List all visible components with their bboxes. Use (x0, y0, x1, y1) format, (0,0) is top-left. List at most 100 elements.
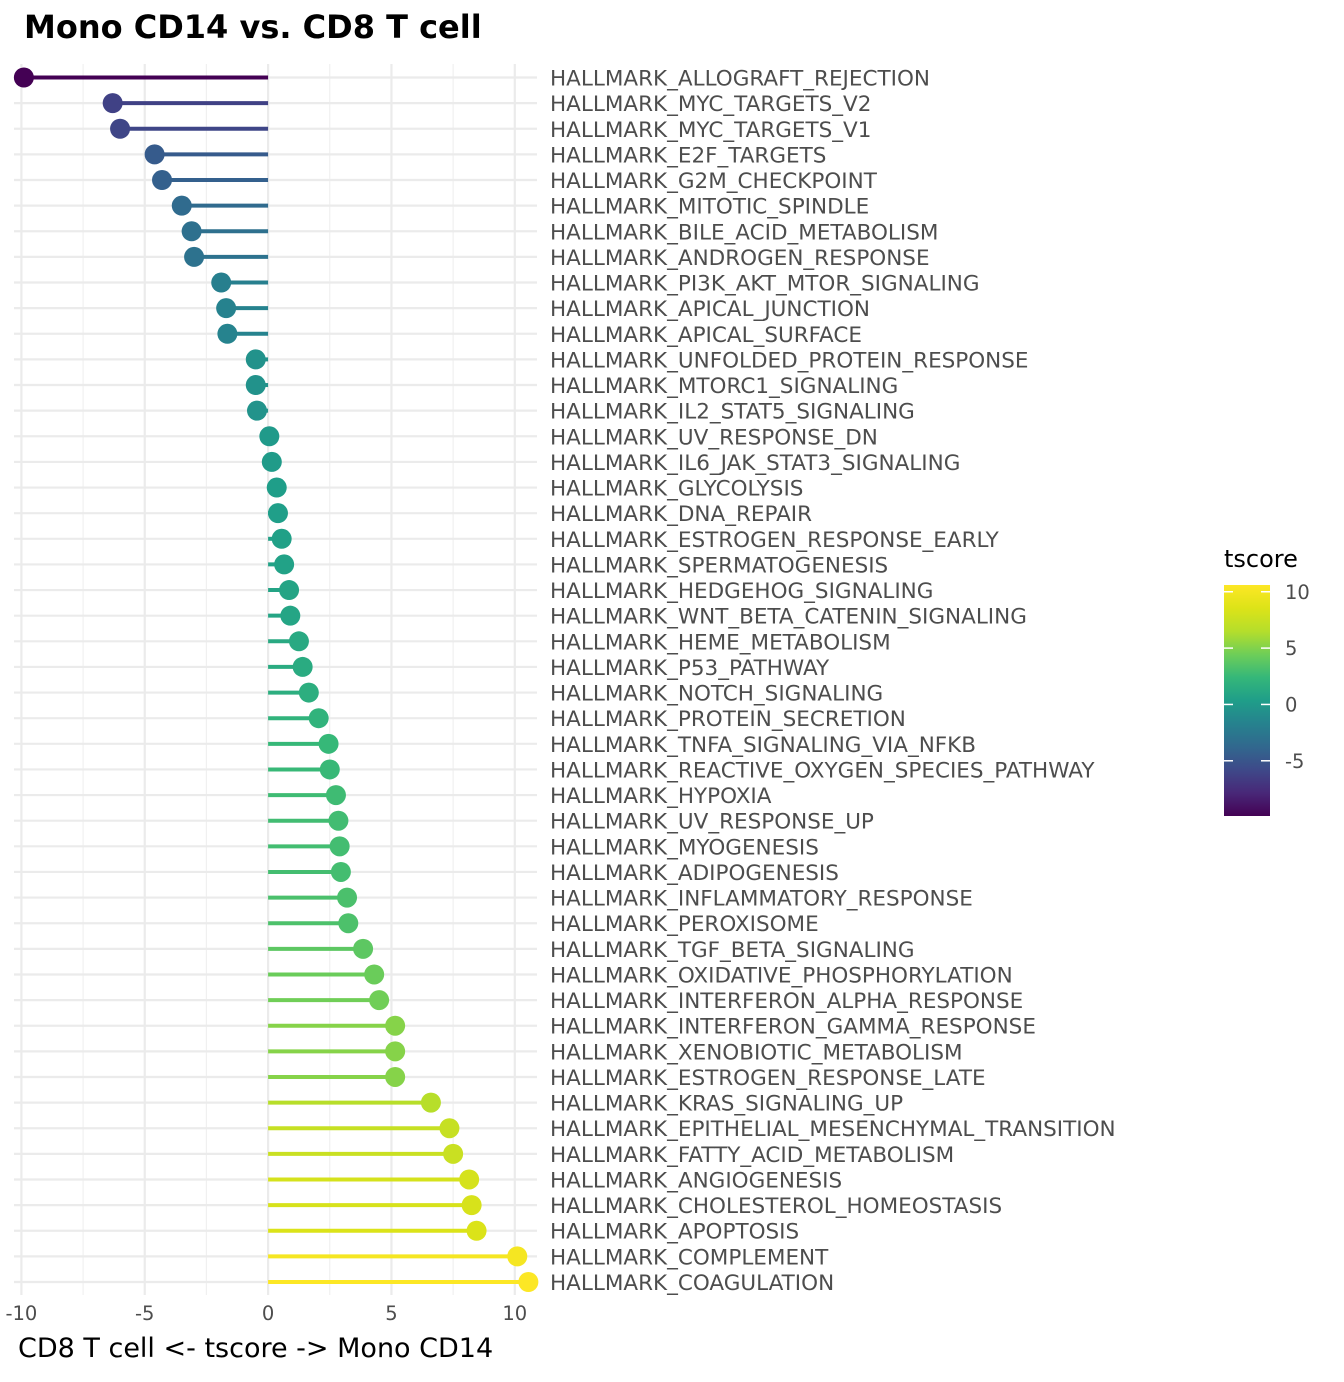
y-tick-label: HALLMARK_CHOLESTEROL_HOMEOSTASIS (550, 1194, 1002, 1219)
lollipop-points (13, 67, 539, 1292)
y-tick-label: HALLMARK_TNFA_SIGNALING_VIA_NFKB (550, 733, 976, 758)
legend-colorbar (1224, 585, 1270, 816)
lollipop-point (308, 708, 329, 729)
lollipop-point (298, 682, 319, 703)
lollipop-point (217, 323, 238, 344)
lollipop-point (259, 426, 280, 447)
lollipop-point (466, 1220, 487, 1241)
y-tick-label: HALLMARK_E2F_TARGETS (550, 143, 826, 168)
lollipop-point (518, 1272, 539, 1292)
lollipop-point (171, 195, 192, 216)
lollipop-point (420, 1092, 441, 1113)
y-tick-labels: HALLMARK_ALLOGRAFT_REJECTIONHALLMARK_MYC… (550, 67, 1116, 1297)
x-tick-label: -5 (135, 1302, 154, 1325)
lollipop-point (144, 144, 165, 165)
legend-tick-label: 0 (1285, 693, 1297, 716)
y-tick-label: HALLMARK_OXIDATIVE_PHOSPHORYLATION (550, 963, 1013, 988)
color-legend: tscore 10 5 0 -5 (1224, 545, 1310, 816)
lollipop-point (507, 1246, 528, 1267)
lollipop-point (385, 1015, 406, 1036)
x-tick-label: 10 (502, 1302, 527, 1325)
lollipop-point (439, 1118, 460, 1139)
lollipop-point (246, 400, 267, 421)
legend-tick-label: 10 (1285, 581, 1310, 604)
y-tick-label: HALLMARK_UV_RESPONSE_UP (550, 810, 874, 835)
lollipop-point (288, 631, 309, 652)
lollipop-point (279, 580, 300, 601)
lollipop-point (271, 528, 292, 549)
y-tick-label: HALLMARK_UV_RESPONSE_DN (550, 425, 878, 450)
y-tick-label: HALLMARK_HEME_METABOLISM (550, 630, 891, 655)
y-tick-label: HALLMARK_NOTCH_SIGNALING (550, 682, 883, 707)
y-tick-label: HALLMARK_UNFOLDED_PROTEIN_RESPONSE (550, 348, 1029, 373)
y-tick-label: HALLMARK_INTERFERON_GAMMA_RESPONSE (550, 1015, 1036, 1040)
y-tick-label: HALLMARK_PI3K_AKT_MTOR_SIGNALING (550, 272, 980, 297)
lollipop-point (338, 913, 359, 934)
lollipop-point (325, 785, 346, 806)
lollipop-point (292, 656, 313, 677)
y-tick-label: HALLMARK_INFLAMMATORY_RESPONSE (550, 887, 973, 912)
lollipop-point (461, 1195, 482, 1216)
y-tick-label: HALLMARK_ANDROGEN_RESPONSE (550, 246, 930, 271)
legend-tick-label: 5 (1285, 637, 1297, 660)
y-tick-label: HALLMARK_BILE_ACID_METABOLISM (550, 220, 938, 245)
lollipop-point (266, 477, 287, 498)
grid-lines (14, 64, 537, 1295)
lollipop-point (152, 170, 173, 191)
y-tick-label: HALLMARK_HEDGEHOG_SIGNALING (550, 579, 933, 604)
lollipop-point (385, 1041, 406, 1062)
lollipop-point (385, 1066, 406, 1087)
lollipop-point (261, 451, 282, 472)
lollipop-point (102, 93, 123, 114)
y-tick-label: HALLMARK_TGF_BETA_SIGNALING (550, 938, 915, 963)
y-tick-label: HALLMARK_MYC_TARGETS_V1 (550, 118, 871, 143)
lollipop-point (353, 938, 374, 959)
y-tick-label: HALLMARK_REACTIVE_OXYGEN_SPECIES_PATHWAY (550, 758, 1095, 783)
y-tick-label: HALLMARK_APICAL_JUNCTION (550, 297, 870, 322)
y-tick-label: HALLMARK_MYC_TARGETS_V2 (550, 92, 871, 117)
y-tick-label: HALLMARK_ADIPOGENESIS (550, 861, 839, 886)
lollipop-point (274, 554, 295, 575)
y-tick-label: HALLMARK_COAGULATION (550, 1271, 834, 1296)
y-tick-label: HALLMARK_SPERMATOGENESIS (550, 553, 888, 578)
lollipop-point (319, 759, 340, 780)
y-tick-label: HALLMARK_MITOTIC_SPINDLE (550, 195, 869, 220)
x-tick-label: -10 (5, 1302, 37, 1325)
y-tick-label: HALLMARK_MYOGENESIS (550, 835, 819, 860)
y-tick-label: HALLMARK_HYPOXIA (550, 784, 772, 809)
y-tick-label: HALLMARK_COMPLEMENT (550, 1245, 829, 1270)
lollipop-point (330, 861, 351, 882)
x-tick-labels: -10 -5 0 5 10 (5, 1302, 527, 1325)
y-tick-label: HALLMARK_PEROXISOME (550, 912, 819, 937)
y-tick-label: HALLMARK_IL2_STAT5_SIGNALING (550, 400, 915, 425)
lollipop-point (329, 836, 350, 857)
x-tick-label: 0 (262, 1302, 274, 1325)
lollipop-point (211, 272, 232, 293)
y-tick-label: HALLMARK_XENOBIOTIC_METABOLISM (550, 1040, 963, 1065)
y-tick-label: HALLMARK_GLYCOLYSIS (550, 477, 803, 502)
y-tick-label: HALLMARK_KRAS_SIGNALING_UP (550, 1092, 903, 1117)
lollipop-point (443, 1143, 464, 1164)
lollipop-point (181, 221, 202, 242)
y-tick-label: HALLMARK_ANGIOGENESIS (550, 1168, 842, 1193)
y-tick-label: HALLMARK_EPITHELIAL_MESENCHYMAL_TRANSITI… (550, 1117, 1116, 1142)
lollipop-point (110, 118, 131, 139)
y-tick-label: HALLMARK_IL6_JAK_STAT3_SIGNALING (550, 451, 960, 476)
lollipop-point (184, 246, 205, 267)
y-tick-label: HALLMARK_APOPTOSIS (550, 1220, 799, 1245)
lollipop-point (369, 990, 390, 1011)
y-tick-label: HALLMARK_G2M_CHECKPOINT (550, 169, 878, 194)
y-tick-label: HALLMARK_MTORC1_SIGNALING (550, 374, 898, 399)
legend-title: tscore (1224, 545, 1298, 573)
lollipop-point (280, 605, 301, 626)
lollipop-point (318, 733, 339, 754)
y-tick-label: HALLMARK_APICAL_SURFACE (550, 323, 862, 348)
y-tick-label: HALLMARK_WNT_BETA_CATENIN_SIGNALING (550, 605, 1027, 630)
y-tick-label: HALLMARK_INTERFERON_ALPHA_RESPONSE (550, 989, 1023, 1014)
y-tick-label: HALLMARK_P53_PATHWAY (550, 656, 830, 681)
y-tick-label: HALLMARK_ESTROGEN_RESPONSE_EARLY (550, 528, 1000, 553)
lollipop-point (245, 349, 266, 370)
y-tick-label: HALLMARK_ESTROGEN_RESPONSE_LATE (550, 1066, 986, 1091)
lollipop-point (216, 298, 237, 319)
lollipop-stems (23, 75, 529, 1284)
